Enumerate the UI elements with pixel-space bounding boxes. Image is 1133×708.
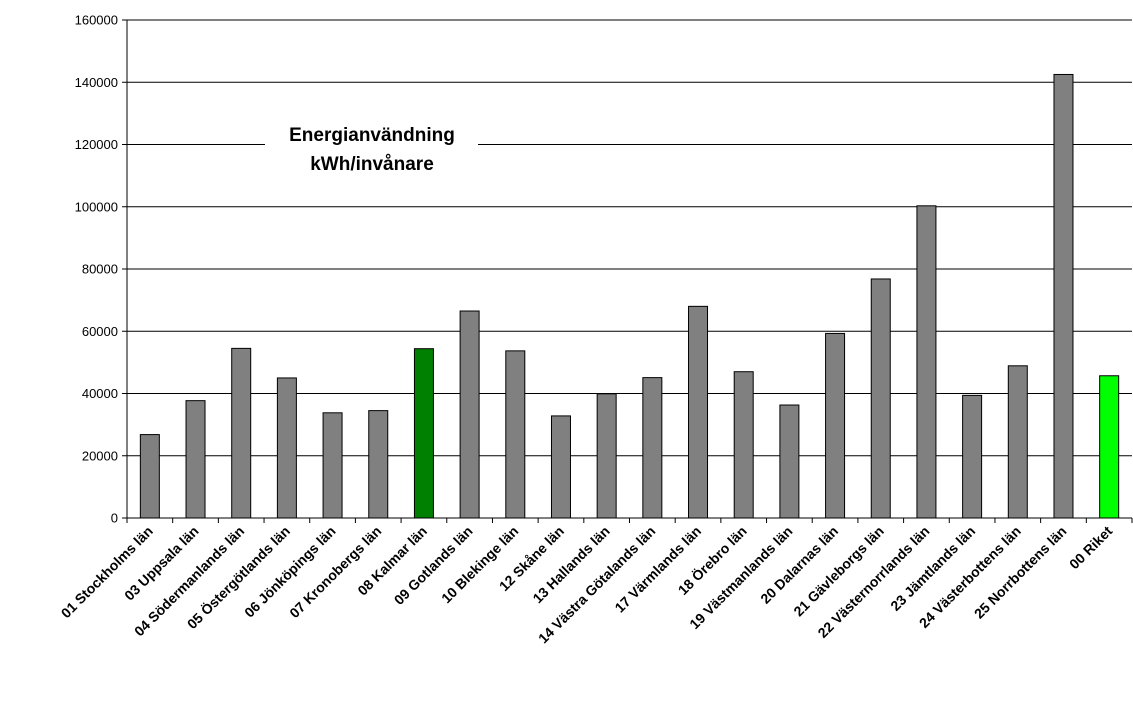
chart-title-background — [265, 118, 478, 180]
y-tick-label: 80000 — [82, 262, 118, 277]
bar — [642, 377, 663, 519]
bar — [185, 400, 206, 519]
bar — [276, 377, 297, 519]
x-tick-label: 20 Dalarnas län — [757, 523, 841, 607]
bar — [870, 278, 891, 519]
y-tick-label: 0 — [111, 511, 118, 526]
bar — [459, 310, 480, 519]
bar — [322, 412, 343, 519]
bar — [825, 332, 846, 519]
y-tick-label: 120000 — [75, 137, 118, 152]
x-tick-label: 17 Värmlands län — [611, 523, 704, 616]
x-tick-label: 00 Riket — [1066, 523, 1116, 573]
bar — [231, 347, 252, 519]
bar — [962, 394, 983, 519]
bar — [139, 434, 160, 519]
bar — [779, 404, 800, 519]
y-tick-label: 20000 — [82, 448, 118, 463]
bar — [550, 415, 571, 519]
bar — [413, 348, 434, 519]
y-axis: 0 20000 40000 60000 80000 100000 120000 140000 1… — [75, 13, 128, 526]
bar — [688, 305, 709, 519]
chart-title-line-2: kWh/invånare — [310, 154, 434, 175]
y-tick-label: 100000 — [75, 199, 118, 214]
bar — [733, 371, 754, 519]
y-tick-label: 160000 — [75, 13, 118, 28]
y-tick-label: 60000 — [82, 324, 118, 339]
y-tick-label: 40000 — [82, 386, 118, 401]
x-tick-label: 23 Jämtlands län — [887, 523, 978, 614]
bars — [139, 73, 1120, 519]
chart-title-line-1: Energianvändning — [289, 125, 455, 146]
bar — [596, 393, 617, 519]
bar — [505, 350, 526, 519]
chart-title: Energianvändning kWh/invånare — [265, 118, 478, 180]
bar — [1007, 365, 1028, 519]
bar — [916, 205, 937, 519]
bar — [368, 410, 389, 519]
bar — [1099, 375, 1120, 519]
bar — [1053, 73, 1074, 519]
x-tick-label: 09 Gotlands län — [391, 523, 476, 608]
y-tick-label: 140000 — [75, 75, 118, 90]
